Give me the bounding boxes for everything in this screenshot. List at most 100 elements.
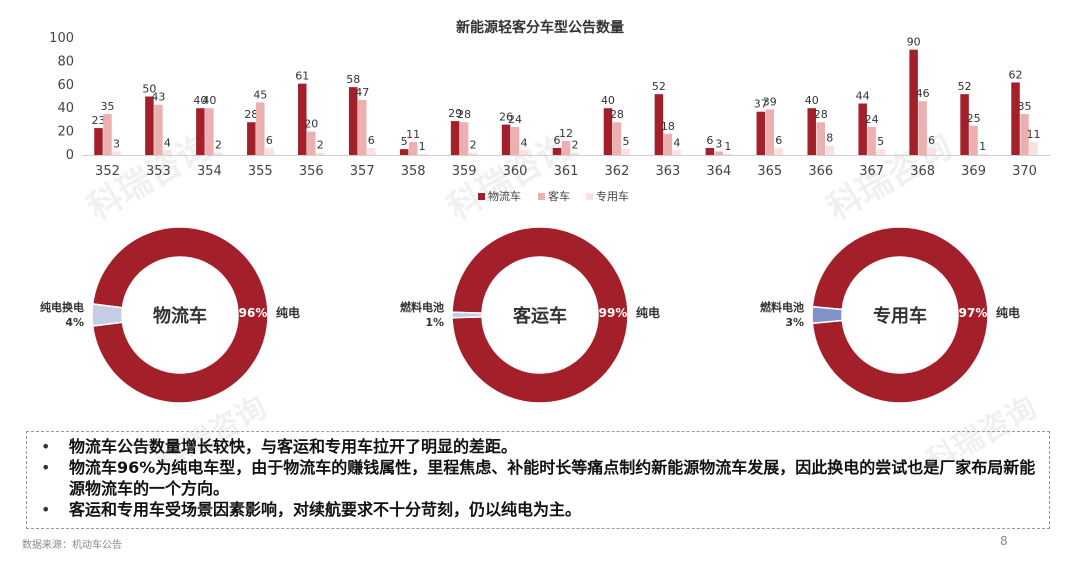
bar-data-label: 8 [826,132,833,145]
donut-value-label: 1% [425,316,444,329]
donut-value-label: 96% [239,306,268,320]
donut-slice [451,311,483,319]
donut-value-label: 97% [959,306,988,320]
bar-data-label: 28 [244,108,258,121]
y-tick-label: 40 [57,101,74,116]
bar-data-label: 37 [754,98,768,111]
bar-3 [825,145,834,155]
bar-data-label: 1 [419,140,426,153]
bar-data-label: 40 [193,94,207,107]
summary-bullet: 物流车公告数量增长较快，与客运和专用车拉开了明显的差距。 [37,436,1039,457]
x-tick-label: 355 [248,164,273,179]
donut-category-label: 燃料电池 [759,300,804,314]
bar-data-label: 44 [856,90,870,103]
legend-label: 物流车 [488,189,521,203]
bar-data-label: 28 [814,108,828,121]
bar-1 [145,96,154,155]
bar-data-label: 50 [142,83,156,96]
bar-data-label: 52 [958,80,972,93]
legend-swatch [586,193,593,200]
x-tick-label: 363 [655,164,680,179]
y-tick-label: 60 [57,78,74,93]
y-tick-label: 20 [57,125,74,140]
bar-data-label: 23 [91,114,105,127]
bar-1 [196,108,205,155]
donut-slice [91,303,124,327]
bar-3 [112,151,121,155]
bar-1 [807,108,816,155]
bar-3 [519,150,529,155]
bar-data-label: 6 [266,134,273,147]
bar-data-label: 52 [652,80,666,93]
summary-box: 物流车公告数量增长较快，与客运和专用车拉开了明显的差距。 物流车96%为纯电车型… [26,431,1050,529]
bar-2 [256,102,265,155]
bar-data-label: 58 [346,73,360,86]
donut-center-label: 客运车 [513,305,567,327]
legend-swatch [538,193,545,200]
bar-2 [205,108,214,155]
x-tick-label: 354 [197,164,222,179]
donut-chart-logistics: 物流车 96% 纯电 纯电换电 4% [40,226,300,404]
page-number: 8 [1000,534,1008,548]
x-tick-label: 359 [452,164,477,179]
donut-category-label: 纯电 [636,305,660,320]
bar-data-label: 25 [967,112,981,125]
x-tick-label: 365 [757,164,782,179]
bar-3 [265,147,274,155]
donut-chart-special: 专用车 97% 纯电 燃料电池 3% [759,226,1020,404]
donut-value-label: 99% [599,306,628,320]
bar-3 [366,147,376,155]
bar-1 [654,94,664,155]
bar-1 [399,149,409,155]
bar-2 [612,122,622,155]
chart-title: 新能源轻客分车型公告数量 [456,19,624,36]
bar-data-label: 40 [601,94,615,107]
bar-2 [510,126,520,155]
bar-1 [348,87,358,155]
donut-center-label: 专用车 [873,305,927,327]
x-tick-label: 358 [401,164,426,179]
legend-label: 客车 [548,189,570,203]
bar-data-label: 1 [979,140,986,153]
bar-1 [756,111,766,155]
bar-2 [714,151,724,155]
bar-2 [816,122,825,155]
bar-3 [978,153,987,155]
donut-slice [451,226,629,404]
bar-1 [858,103,867,155]
bar-data-label: 47 [355,86,369,99]
bar-data-label: 26 [499,111,513,124]
bar-3 [163,150,172,155]
bar-data-label: 6 [554,134,561,147]
bar-data-label: 2 [470,139,477,152]
x-tick-label: 367 [859,164,884,179]
bar-3 [723,153,733,155]
bar-2 [103,114,112,155]
bar-2 [307,131,316,155]
bar-data-label: 6 [368,134,375,147]
bar-data-label: 24 [865,113,879,126]
bar-data-label: 24 [508,113,522,126]
bar-data-label: 4 [164,136,171,149]
donut-slice [91,226,269,404]
bar-data-label: 62 [1009,68,1023,81]
bar-data-label: 3 [113,137,120,150]
bar-data-label: 40 [202,94,216,107]
bar-data-label: 12 [559,127,573,140]
bar-data-label: 3 [715,137,722,150]
bar-data-label: 11 [406,128,420,141]
summary-bullet: 客运和专用车受场景因素影响，对续航要求不十分苛刻，仍以纯电为主。 [37,499,1039,520]
bar-data-label: 2 [572,139,579,152]
bar-2 [357,100,367,155]
x-tick-label: 352 [95,164,120,179]
bar-2 [918,101,927,155]
bar-data-label: 39 [763,95,777,108]
x-tick-label: 369 [961,164,986,179]
bar-3 [417,153,427,155]
x-tick-label: 353 [146,164,171,179]
bar-1 [94,128,103,155]
bar-3 [570,152,580,155]
bar-1 [960,94,969,155]
bar-2 [867,126,876,155]
bar-data-label: 6 [706,134,713,147]
